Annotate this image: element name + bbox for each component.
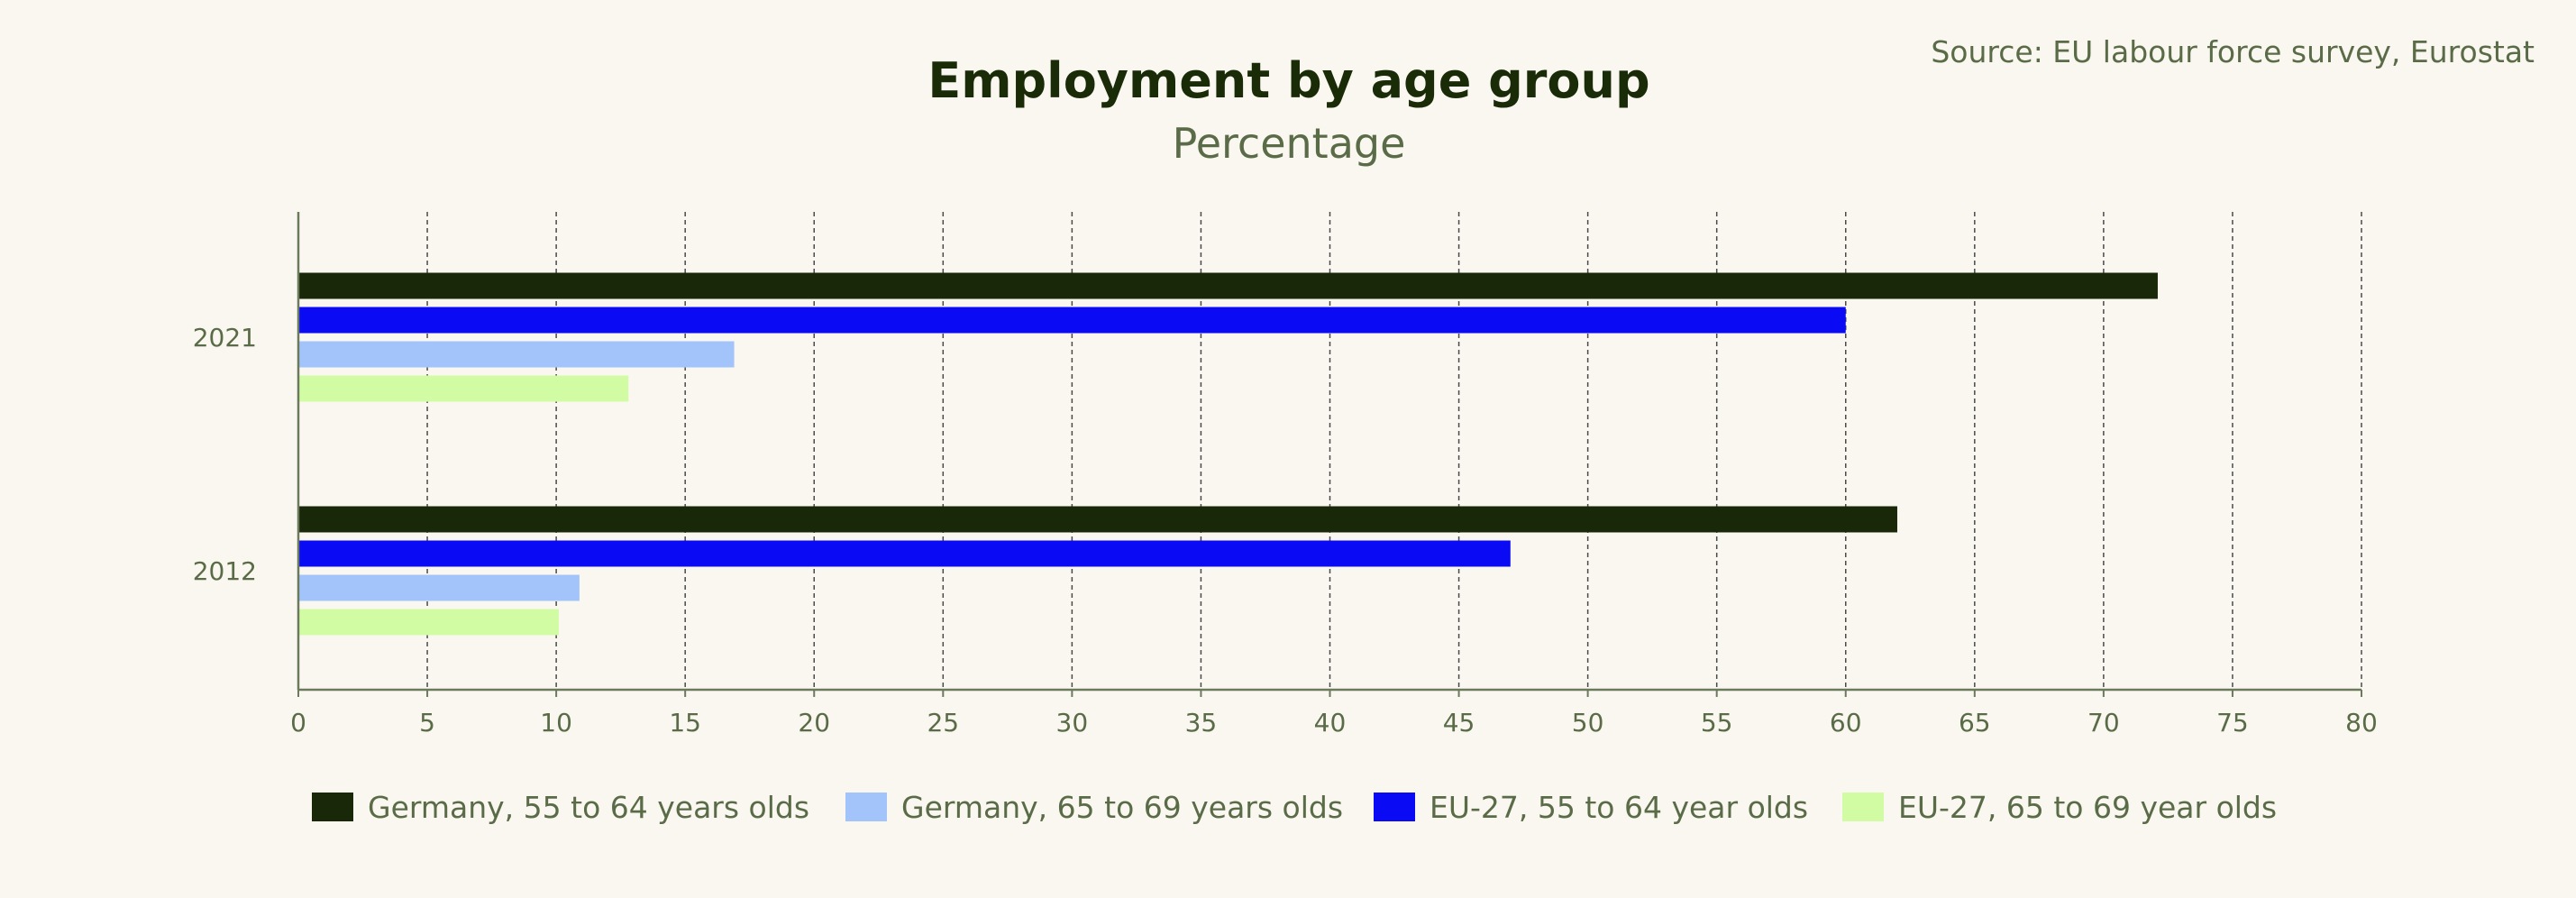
legend-label: Germany, 65 to 69 years olds <box>901 790 1343 825</box>
x-tick-label: 5 <box>419 708 435 738</box>
bar <box>298 609 559 636</box>
bars <box>298 272 2158 636</box>
axes: 0 5 10 15 20 25 30 35 40 45 50 55 60 65 70 75 80 2021 2012 <box>193 212 2378 738</box>
x-tick-label: 70 <box>2087 708 2120 738</box>
legend-swatch <box>1374 793 1415 821</box>
bar <box>298 272 2158 299</box>
x-tick-label: 45 <box>1443 708 1475 738</box>
x-tick-label: 10 <box>540 708 572 738</box>
bar <box>298 540 1511 567</box>
legend-label: EU-27, 55 to 64 year olds <box>1430 790 1808 825</box>
x-tick-label: 50 <box>1572 708 1604 738</box>
x-tick-label: 75 <box>2216 708 2249 738</box>
x-tick-label: 35 <box>1185 708 1218 738</box>
bar <box>298 506 1897 533</box>
legend-swatch <box>1842 793 1884 821</box>
x-tick-label: 40 <box>1314 708 1347 738</box>
legend-swatch <box>845 793 887 821</box>
x-tick-label: 60 <box>1830 708 1862 738</box>
x-tick-label: 15 <box>669 708 701 738</box>
category-label: 2021 <box>193 323 257 353</box>
x-tick-label: 25 <box>927 708 959 738</box>
x-tick-label: 55 <box>1701 708 1733 738</box>
legend-label: EU-27, 65 to 69 year olds <box>1898 790 2277 825</box>
category-label: 2012 <box>193 556 257 586</box>
x-tick-label: 80 <box>2345 708 2378 738</box>
legend-swatch <box>312 793 353 821</box>
x-tick-label: 20 <box>798 708 830 738</box>
x-tick-label: 30 <box>1056 708 1089 738</box>
legend: Germany, 55 to 64 years olds Germany, 65 … <box>312 790 2277 825</box>
bar <box>298 574 580 601</box>
x-tick-label: 0 <box>290 708 306 738</box>
chart-subtitle: Percentage <box>1173 119 1406 168</box>
bar <box>298 341 735 368</box>
chart-source: Source: EU labour force survey, Eurostat <box>1931 34 2535 69</box>
legend-label: Germany, 55 to 64 years olds <box>368 790 809 825</box>
chart-title: Employment by age group <box>927 52 1649 109</box>
bar <box>298 307 1846 334</box>
bar <box>298 375 629 402</box>
x-tick-label: 65 <box>1959 708 1991 738</box>
